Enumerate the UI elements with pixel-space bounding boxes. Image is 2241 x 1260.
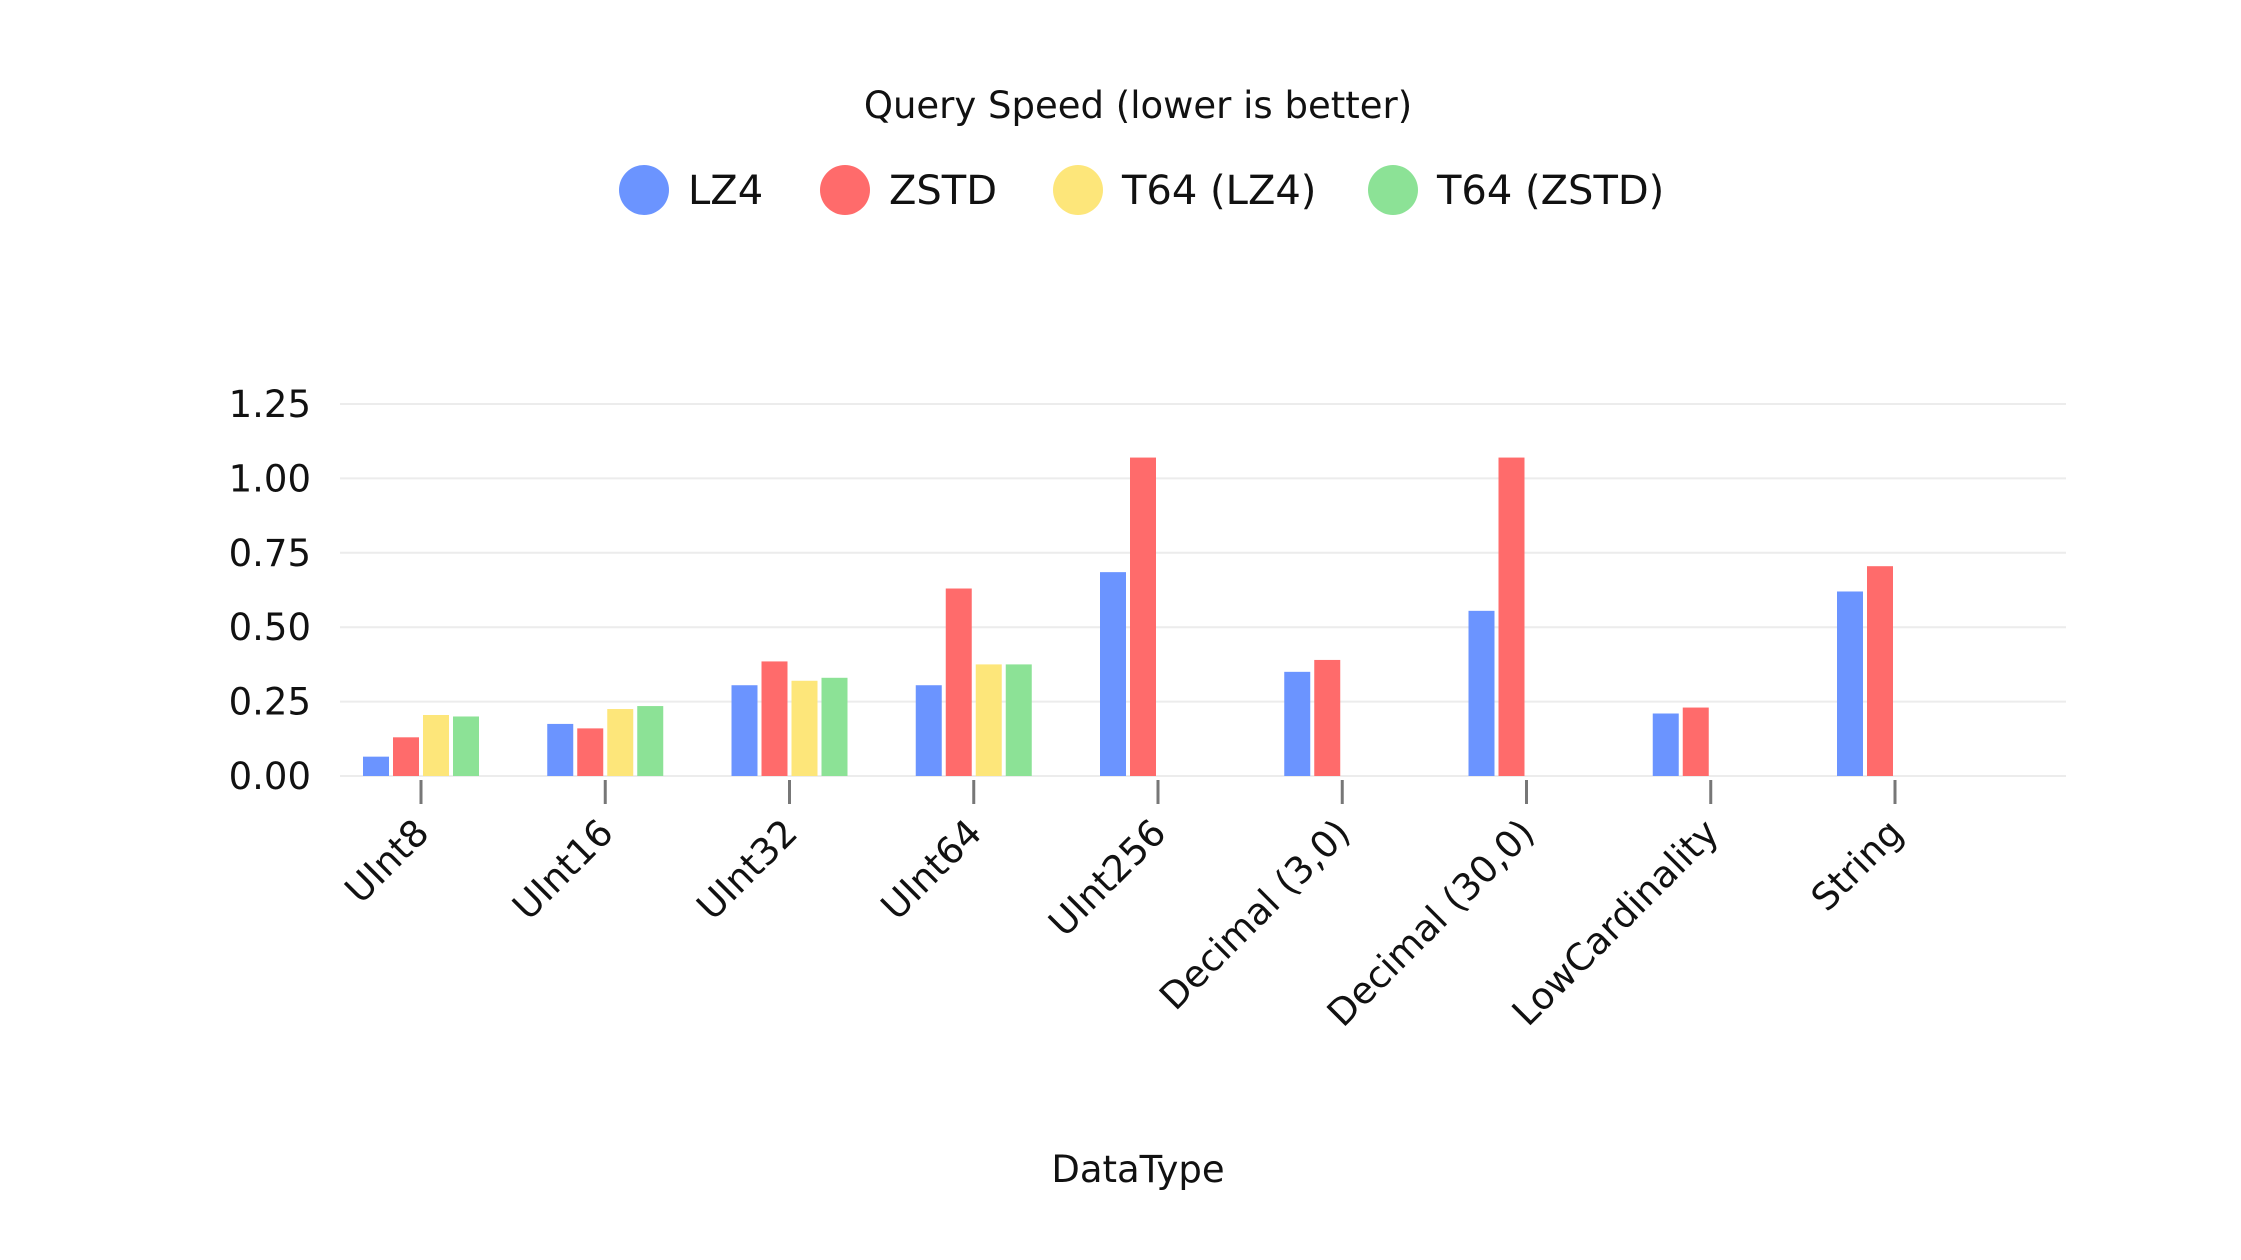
- bar: [821, 677, 848, 776]
- legend-marker: [820, 165, 870, 215]
- bar: [547, 723, 574, 776]
- bar: [1837, 591, 1863, 776]
- y-tick-label: 1.25: [229, 383, 311, 426]
- legend-marker: [619, 165, 669, 215]
- legend-label: LZ4: [688, 168, 763, 214]
- bar: [791, 680, 818, 776]
- legend-marker: [1053, 165, 1103, 215]
- grid: [340, 403, 2066, 777]
- chart-title: Query Speed (lower is better): [864, 84, 1412, 127]
- bar: [393, 737, 419, 776]
- bar: [1867, 566, 1893, 776]
- bar: [423, 714, 449, 776]
- x-tick-label: Decimal (3,0): [1151, 811, 1358, 1018]
- bar: [761, 661, 788, 776]
- bar: [975, 664, 1002, 776]
- legend-item: T64 (LZ4): [1053, 165, 1316, 215]
- y-axis: 0.00 0.25 0.50 0.75 1.00 1.25: [229, 383, 311, 798]
- legend-label: T64 (ZSTD): [1436, 168, 1664, 214]
- x-tick-label: UInt8: [337, 811, 438, 912]
- bar: [1100, 572, 1126, 776]
- bar: [1314, 659, 1341, 776]
- legend: LZ4 ZSTD T64 (LZ4) T64 (ZSTD): [619, 165, 1664, 215]
- bar: [915, 685, 942, 776]
- bar: [1130, 457, 1156, 776]
- x-tick-label: UInt256: [1040, 811, 1174, 945]
- bar: [637, 706, 664, 776]
- legend-item: T64 (ZSTD): [1368, 165, 1664, 215]
- legend-label: ZSTD: [889, 168, 997, 214]
- bar: [1652, 713, 1679, 776]
- y-tick-label: 0.25: [229, 681, 311, 724]
- bar: [1468, 610, 1495, 776]
- legend-marker: [1368, 165, 1418, 215]
- bar: [1682, 707, 1709, 776]
- bar: [1005, 664, 1032, 776]
- bar: [363, 756, 389, 776]
- y-tick-label: 1.00: [229, 457, 311, 500]
- bar: [607, 709, 634, 776]
- y-tick-label: 0.50: [229, 606, 311, 649]
- bar: [945, 588, 972, 776]
- legend-item: LZ4: [619, 165, 763, 215]
- bars: [363, 457, 1893, 776]
- y-tick-label: 0.00: [229, 755, 311, 798]
- y-tick-label: 0.75: [229, 532, 311, 575]
- x-tick-label: String: [1803, 811, 1911, 919]
- bar: [577, 728, 604, 776]
- x-tick-label: UInt16: [504, 811, 621, 928]
- bar: [1284, 671, 1311, 776]
- bar: [731, 685, 758, 776]
- x-tick-label: UInt64: [873, 811, 990, 928]
- bar: [453, 716, 479, 776]
- bar: [1498, 457, 1525, 776]
- legend-item: ZSTD: [820, 165, 997, 215]
- x-tick-label: UInt32: [688, 811, 805, 928]
- legend-label: T64 (LZ4): [1121, 168, 1316, 214]
- x-axis-label: DataType: [1051, 1148, 1224, 1191]
